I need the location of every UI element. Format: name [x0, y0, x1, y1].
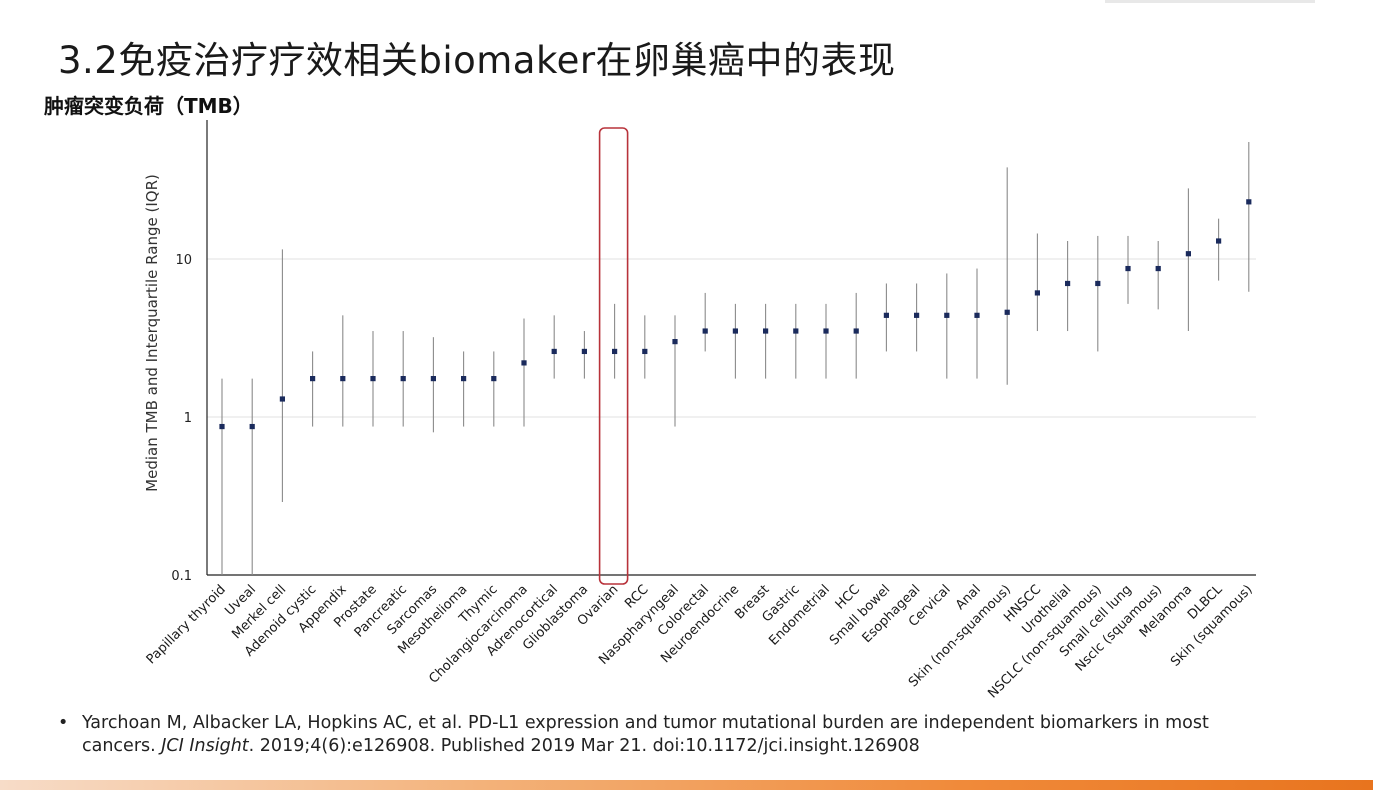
- citation-text-after: . 2019;4(6):e126908. Published 2019 Mar …: [248, 736, 920, 756]
- median-point-small-bowel: [883, 312, 889, 318]
- y-tick-label-10: 10: [175, 253, 192, 268]
- median-point-melanoma: [1185, 251, 1191, 257]
- slide-title: 3.2免疫治疗疗效相关biomaker在卵巢癌中的表现: [58, 39, 896, 82]
- median-points: [219, 199, 1252, 430]
- median-point-merkel-cell: [279, 396, 285, 402]
- ovarian-highlight-box: [598, 127, 629, 585]
- median-point-rcc: [642, 348, 648, 355]
- median-point-dlbcl: [1216, 238, 1222, 244]
- y-tick-label-1: 1: [184, 411, 192, 426]
- median-point-cholangiocarcinoma: [521, 360, 527, 366]
- median-point-urothelial: [1065, 280, 1071, 287]
- y-tick-label-0.1: 0.1: [171, 569, 192, 584]
- median-point-breast: [763, 328, 769, 334]
- median-point-esophageal: [914, 312, 920, 318]
- median-point-nasopharyngeal: [672, 339, 678, 345]
- median-point-sarcomas: [430, 376, 436, 382]
- median-point-uveal: [249, 423, 255, 430]
- error-bars: [221, 142, 1250, 575]
- median-point-papillary-thyroid: [219, 423, 225, 430]
- median-point-pancreatic: [400, 376, 406, 382]
- median-point-colorectal: [702, 328, 708, 334]
- median-point-neuroendocrine: [732, 328, 738, 334]
- median-point-prostate: [370, 376, 376, 382]
- median-point-ovarian: [612, 348, 618, 355]
- footer-gradient-bar: [0, 780, 1373, 790]
- x-tick-label-papillary-thyroid: Papillary thyroid: [144, 582, 229, 667]
- citation-text-before: Yarchoan M, Albacker LA, Hopkins AC, et …: [82, 713, 1209, 756]
- median-point-hnscc: [1034, 290, 1040, 296]
- median-point-endometrial: [823, 328, 829, 334]
- top-edge-strip: [1105, 0, 1315, 3]
- citation-journal: JCI Insight: [161, 736, 249, 756]
- median-point-nsclc-squamous: [1155, 265, 1161, 272]
- median-point-glioblastoma: [581, 348, 587, 355]
- median-point-skin-squamous: [1246, 199, 1252, 205]
- median-point-adrenocortical: [551, 348, 557, 355]
- citation-bullet: •: [58, 713, 69, 733]
- median-point-small-cell-lung: [1125, 265, 1131, 272]
- median-point-gastric: [793, 328, 799, 334]
- median-point-anal: [974, 312, 980, 318]
- median-point-mesothelioma: [461, 376, 467, 382]
- median-point-thymic: [491, 376, 497, 382]
- median-point-hcc: [853, 328, 859, 334]
- median-point-cervical: [944, 312, 950, 318]
- median-point-skin-non-squamous: [1004, 309, 1010, 315]
- median-point-nsclc-non-squamous: [1095, 280, 1101, 287]
- y-tick-labels: 0.1 1 10: [171, 253, 192, 584]
- chart-heading: 肿瘤突变负荷（TMB）: [44, 94, 253, 118]
- gridlines: [207, 258, 1256, 418]
- median-point-appendix: [340, 376, 346, 382]
- citation: • Yarchoan M, Albacker LA, Hopkins AC, e…: [58, 712, 1278, 758]
- y-axis-label: Median TMB and Interquartile Range (IQR): [143, 174, 161, 492]
- median-point-adenoid-cystic: [310, 376, 316, 382]
- axes: [206, 120, 1256, 576]
